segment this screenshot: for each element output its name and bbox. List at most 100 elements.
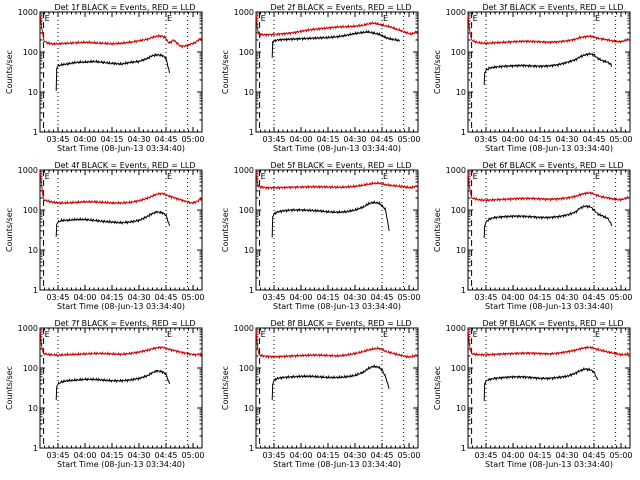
detector-panel: Det 8f BLACK = Events, RED = LLD 1 10 100 10… <box>221 319 421 469</box>
x-tick-label: 04:00 <box>289 451 312 460</box>
flag-label: E <box>383 172 388 181</box>
plot-frame <box>255 327 419 449</box>
x-tick-label: 03:45 <box>474 293 497 302</box>
lld-series-line <box>255 13 419 38</box>
y-axis-label: Counts/sec <box>5 208 14 252</box>
lld-series-line <box>39 171 203 206</box>
y-axis-label: Counts/sec <box>433 50 442 94</box>
detector-panel: Det 4f BLACK = Events, RED = LLD 1 10 100 10… <box>5 161 205 311</box>
x-tick-label: 04:30 <box>343 135 366 144</box>
x-axis-label: Start Time (08-Jun-13 03:34:40) <box>485 144 613 153</box>
events-series-line <box>55 369 171 401</box>
events-series-line <box>483 52 613 85</box>
lld-series-line <box>467 172 631 203</box>
x-tick-label: 04:15 <box>528 135 551 144</box>
x-tick-label: 03:45 <box>262 451 285 460</box>
y-tick-label: 100 <box>23 364 38 373</box>
panel-title: Det 5f BLACK = Events, RED = LLD <box>270 161 411 170</box>
x-tick-label: 05:00 <box>397 135 420 144</box>
y-tick-label: 1000 <box>234 324 254 333</box>
detector-panel: Det 1f BLACK = Events, RED = LLD 1 10 100 10… <box>5 3 205 153</box>
flag-label: E <box>595 14 600 23</box>
flag-label: E <box>45 14 50 23</box>
y-tick-label: 1 <box>249 286 254 295</box>
panel-title: Det 3f BLACK = Events, RED = LLD <box>482 3 623 12</box>
flag-label: E <box>383 14 388 23</box>
x-tick-label: 04:00 <box>289 135 312 144</box>
detector-panel: Det 2f BLACK = Events, RED = LLD 1 10 100 10… <box>221 3 421 153</box>
detector-panel: Det 9f BLACK = Events, RED = LLD 1 10 100 10… <box>433 319 633 469</box>
x-tick-label: 04:30 <box>127 135 150 144</box>
plot-frame <box>39 11 203 133</box>
y-tick-label: 1 <box>33 444 38 453</box>
y-axis-label: Counts/sec <box>433 208 442 252</box>
x-tick-label: 04:15 <box>100 451 123 460</box>
flag-label: E <box>595 172 600 181</box>
flag-label: E <box>261 330 266 339</box>
flag-label: E <box>167 172 172 181</box>
x-tick-label: 04:15 <box>100 135 123 144</box>
y-tick-label: 100 <box>451 206 466 215</box>
y-tick-label: 1000 <box>18 324 38 333</box>
events-series-line <box>271 363 390 401</box>
plot-frame <box>467 169 631 291</box>
x-tick-label: 04:15 <box>528 451 551 460</box>
flag-label: E <box>167 14 172 23</box>
x-tick-label: 04:45 <box>582 451 605 460</box>
y-tick-label: 1 <box>33 128 38 137</box>
x-tick-label: 04:00 <box>73 451 96 460</box>
y-axis-label: Counts/sec <box>433 366 442 410</box>
detector-panel: Det 3f BLACK = Events, RED = LLD 1 10 100 10… <box>433 3 633 153</box>
y-axis-label: Counts/sec <box>5 366 14 410</box>
x-axis-label: Start Time (08-Jun-13 03:34:40) <box>57 460 185 469</box>
y-tick-label: 100 <box>239 364 254 373</box>
x-tick-label: 03:45 <box>262 293 285 302</box>
y-tick-label: 100 <box>451 364 466 373</box>
x-tick-label: 05:00 <box>181 451 204 460</box>
x-axis-label: Start Time (08-Jun-13 03:34:40) <box>57 302 185 311</box>
x-tick-label: 04:30 <box>555 451 578 460</box>
detector-panel: Det 7f BLACK = Events, RED = LLD 1 10 100 10… <box>5 319 205 469</box>
flag-label: E <box>45 172 50 181</box>
y-tick-label: 100 <box>23 48 38 57</box>
flag-label: E <box>261 14 266 23</box>
x-tick-label: 03:45 <box>474 135 497 144</box>
y-axis-label: Counts/sec <box>221 208 230 252</box>
y-tick-label: 1000 <box>18 8 38 17</box>
x-tick-label: 05:00 <box>397 293 420 302</box>
x-tick-label: 04:30 <box>127 293 150 302</box>
plot-frame <box>39 327 203 449</box>
lld-series-line <box>255 329 419 360</box>
y-tick-label: 1 <box>461 128 466 137</box>
panel-title: Det 1f BLACK = Events, RED = LLD <box>54 3 195 12</box>
lld-series-line <box>467 14 631 46</box>
flag-label: E <box>167 330 172 339</box>
events-series-line <box>271 199 390 238</box>
x-tick-label: 04:00 <box>501 451 524 460</box>
y-tick-label: 1 <box>461 444 466 453</box>
x-tick-label: 04:00 <box>501 293 524 302</box>
flag-label: E <box>595 330 600 339</box>
x-tick-label: 04:30 <box>343 293 366 302</box>
x-tick-label: 04:45 <box>370 135 393 144</box>
x-tick-label: 05:00 <box>609 451 632 460</box>
y-tick-label: 10 <box>28 246 38 255</box>
y-tick-label: 1000 <box>234 166 254 175</box>
x-tick-label: 04:00 <box>73 293 96 302</box>
y-tick-label: 1 <box>249 444 254 453</box>
x-tick-label: 05:00 <box>609 293 632 302</box>
y-tick-label: 1 <box>33 286 38 295</box>
x-tick-label: 03:45 <box>46 135 69 144</box>
y-tick-label: 10 <box>244 88 254 97</box>
events-series-line <box>483 367 599 402</box>
x-tick-label: 04:45 <box>154 135 177 144</box>
panel-title: Det 9f BLACK = Events, RED = LLD <box>482 319 623 328</box>
x-tick-label: 03:45 <box>474 451 497 460</box>
flag-label: E <box>383 330 388 339</box>
detector-panel: Det 5f BLACK = Events, RED = LLD 1 10 100 10… <box>221 161 421 311</box>
flag-label: E <box>45 330 50 339</box>
plot-frame <box>255 11 419 133</box>
x-tick-label: 04:45 <box>582 293 605 302</box>
y-axis-label: Counts/sec <box>5 50 14 94</box>
